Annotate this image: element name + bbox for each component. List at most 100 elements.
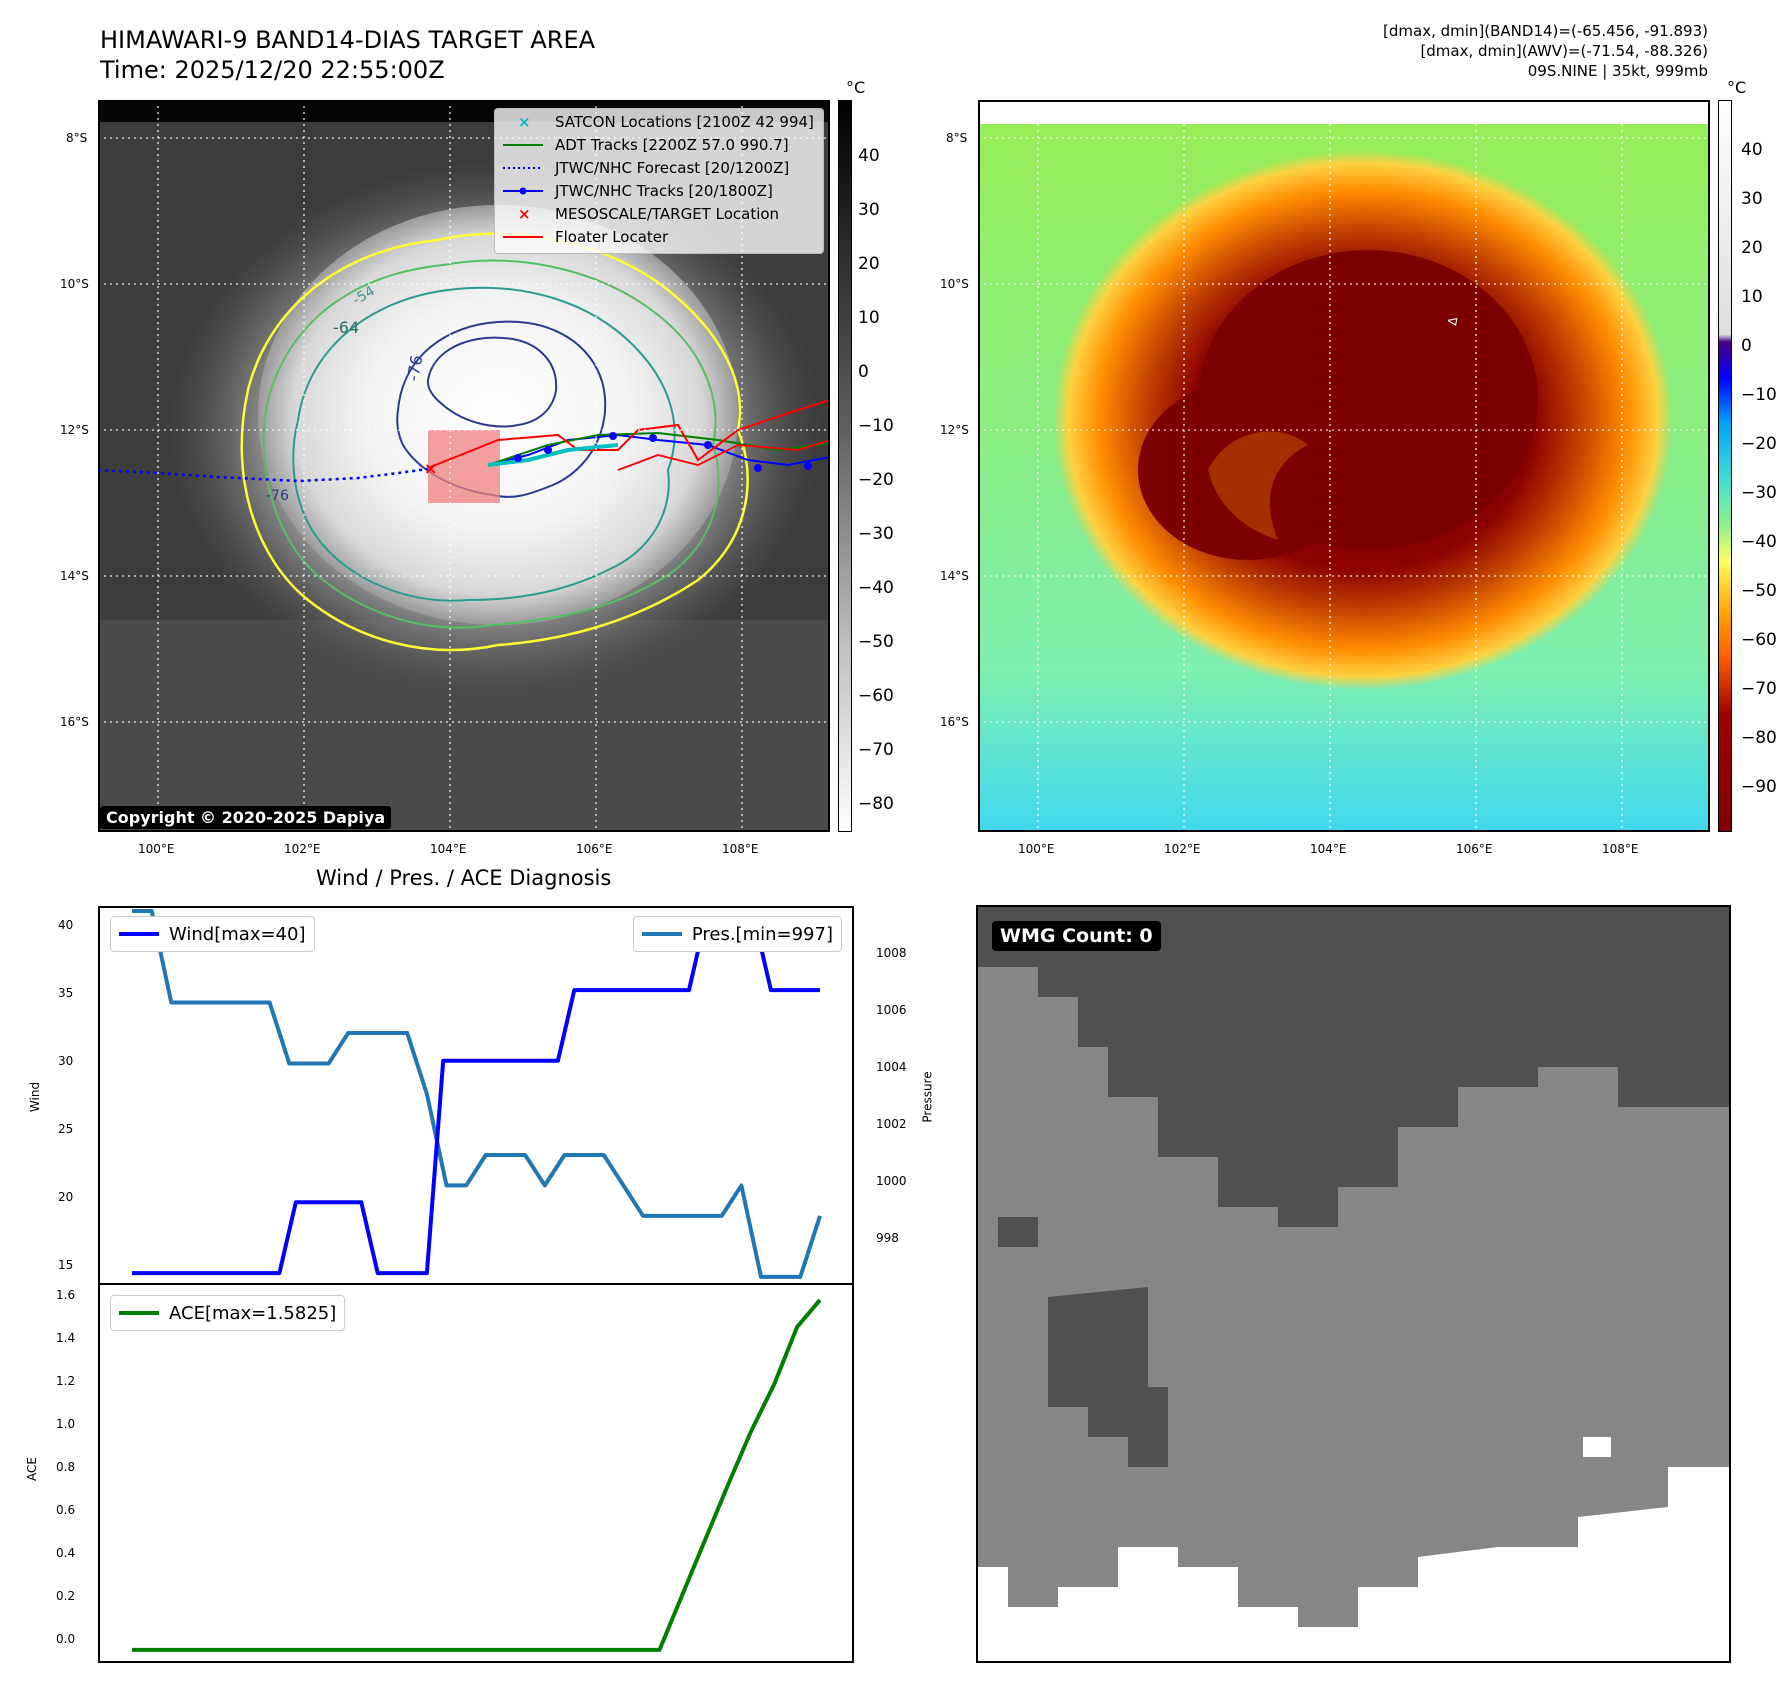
lon-label: 104°E — [430, 842, 467, 856]
lat-label: 16°S — [60, 715, 89, 729]
gray-colorbar-unit: °C — [846, 78, 866, 97]
gray-colorbar-tick: −20 — [858, 470, 894, 490]
ace-tick: 0.0 — [56, 1632, 76, 1646]
ace-panel: ACE[max=1.5825] — [98, 1283, 854, 1663]
wind-line-icon — [119, 932, 159, 936]
color-colorbar-tick: −40 — [1741, 532, 1777, 552]
contour-label: -76 — [403, 354, 426, 383]
lon-label: 100°E — [1018, 842, 1055, 856]
lat-label: 16°S — [940, 715, 969, 729]
lat-label: 10°S — [60, 277, 89, 291]
color-colorbar-tick: 10 — [1741, 287, 1763, 307]
wind-tick: 25 — [58, 1122, 74, 1136]
ace-plot — [132, 1298, 822, 1652]
color-colorbar-tick: −60 — [1741, 630, 1777, 650]
wind-tick: 30 — [58, 1054, 74, 1068]
lat-label: 12°S — [60, 423, 89, 437]
lon-label: 108°E — [1602, 842, 1639, 856]
gray-colorbar-tick: 0 — [858, 362, 869, 382]
color-colorbar-unit: °C — [1727, 78, 1747, 97]
color-colorbar-tick: −90 — [1741, 777, 1777, 797]
legend-item-satcon: × SATCON Locations [2100Z 42 994] — [503, 111, 814, 133]
lon-label: 102°E — [284, 842, 321, 856]
floater-line-icon — [503, 228, 543, 246]
pres-tick: 1006 — [876, 1003, 907, 1017]
tracks-line-dot-icon — [503, 182, 543, 200]
pres-tick: 1000 — [876, 1174, 907, 1188]
legend-item-floater: Floater Locater — [503, 226, 668, 248]
gray-colorbar-tick: −50 — [858, 632, 894, 652]
wind-legend: Wind[max=40] — [110, 916, 315, 952]
gray-colorbar-tick: 30 — [858, 200, 880, 220]
ace-axis-label: ACE — [24, 1457, 39, 1481]
lat-label: 10°S — [940, 277, 969, 291]
ir-map-panel: × -64 -76 -54 -76 × SATCON Locations [21… — [97, 100, 831, 832]
lon-label: 104°E — [1310, 842, 1347, 856]
wind-pres-plot — [132, 909, 822, 1279]
color-colorbar-tick: −50 — [1741, 581, 1777, 601]
ace-tick: 0.8 — [56, 1460, 76, 1474]
color-colorbar-tick: −70 — [1741, 679, 1777, 699]
legend-item-tracks: JTWC/NHC Tracks [20/1800Z] — [503, 180, 773, 202]
wind-series-line — [132, 917, 820, 1276]
lat-label: 14°S — [940, 569, 969, 583]
gray-colorbar-tick: −60 — [858, 686, 894, 706]
legend-item-forecast: JTWC/NHC Forecast [20/1200Z] — [503, 157, 789, 179]
color-colorbar-tick: −20 — [1741, 434, 1777, 454]
pres-tick: 1002 — [876, 1117, 907, 1131]
satcon-marker-icon: × — [503, 113, 543, 131]
ace-tick: 1.4 — [56, 1331, 76, 1345]
target-marker-icon: × — [503, 205, 543, 223]
contour-label: -76 — [266, 488, 289, 504]
svg-text:×: × — [518, 113, 531, 131]
ace-tick: 0.6 — [56, 1503, 76, 1517]
pres-legend: Pres.[min=997] — [632, 916, 842, 952]
svg-text:×: × — [518, 205, 531, 223]
lat-label: 8°S — [946, 131, 968, 145]
info-line2: [dmax, dmin](AWV)=(-71.54, -88.326) — [1420, 42, 1708, 60]
color-colorbar-tick: 40 — [1741, 140, 1763, 160]
adt-line-icon — [503, 136, 543, 154]
ace-tick: 1.0 — [56, 1417, 76, 1431]
ace-tick: 0.2 — [56, 1589, 76, 1603]
gray-colorbar-tick: −40 — [858, 578, 894, 598]
svg-text:×: × — [424, 459, 437, 478]
ace-tick: 1.6 — [56, 1288, 76, 1302]
wmg-count-badge: WMG Count: 0 — [992, 921, 1161, 951]
lon-label: 106°E — [1456, 842, 1493, 856]
lat-label: 8°S — [66, 131, 88, 145]
svg-text:Δ: Δ — [1445, 315, 1460, 326]
copyright-badge: Copyright © 2020-2025 Dapiya — [100, 806, 392, 829]
color-colorbar-tick: 0 — [1741, 336, 1752, 356]
lat-label: 12°S — [940, 423, 969, 437]
lon-label: 108°E — [722, 842, 759, 856]
forecast-dotted-line-icon — [503, 159, 543, 177]
contour-label: -64 — [333, 318, 359, 337]
wind-pres-panel: Wind[max=40] Pres.[min=997] — [98, 906, 854, 1285]
pressure-series-line — [132, 909, 822, 1279]
lon-label: 106°E — [576, 842, 613, 856]
lon-label: 102°E — [1164, 842, 1201, 856]
lon-label: 100°E — [138, 842, 175, 856]
pres-tick: 1004 — [876, 1060, 907, 1074]
color-colorbar-tick: −10 — [1741, 385, 1777, 405]
wmg-image — [978, 907, 1729, 1661]
enhanced-ir-panel: Δ — [978, 100, 1710, 832]
gray-colorbar-tick: 10 — [858, 308, 880, 328]
pres-tick: 998 — [876, 1231, 899, 1245]
wmg-panel: WMG Count: 0 — [976, 905, 1731, 1663]
pres-line-icon — [641, 932, 682, 936]
pres-tick: 1008 — [876, 946, 907, 960]
color-colorbar-tick: −80 — [1741, 728, 1777, 748]
legend-item-target: × MESOSCALE/TARGET Location — [503, 203, 779, 225]
wind-tick: 40 — [58, 918, 74, 932]
figure-title-line2: Time: 2025/12/20 22:55:00Z — [100, 56, 445, 84]
color-colorbar-tick: 20 — [1741, 238, 1763, 258]
gray-colorbar-tick: −70 — [858, 740, 894, 760]
figure-title-line1: HIMAWARI-9 BAND14-DIAS TARGET AREA — [100, 26, 596, 54]
ace-line-icon — [119, 1311, 159, 1315]
legend-item-adt: ADT Tracks [2200Z 57.0 990.7] — [503, 134, 789, 156]
wind-axis-label: Wind — [28, 1081, 43, 1113]
map-legend: × SATCON Locations [2100Z 42 994] ADT Tr… — [494, 108, 824, 254]
wind-tick: 35 — [58, 986, 74, 1000]
